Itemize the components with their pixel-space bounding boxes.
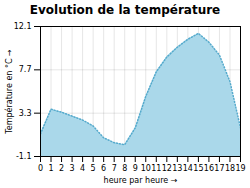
svg-text:15: 15 — [193, 164, 203, 173]
svg-text:Température en °C →: Température en °C → — [4, 49, 14, 135]
svg-text:8: 8 — [122, 164, 127, 173]
svg-text:19: 19 — [235, 164, 245, 173]
svg-text:7: 7 — [112, 164, 117, 173]
svg-text:10: 10 — [141, 164, 151, 173]
svg-text:16: 16 — [204, 164, 214, 173]
svg-text:6: 6 — [101, 164, 106, 173]
svg-text:7.7: 7.7 — [19, 65, 32, 74]
svg-text:heure par heure →: heure par heure → — [104, 176, 178, 185]
svg-text:4: 4 — [80, 164, 85, 173]
svg-text:3: 3 — [70, 164, 75, 173]
svg-text:11: 11 — [151, 164, 161, 173]
svg-text:12.1: 12.1 — [14, 22, 32, 31]
svg-text:17: 17 — [214, 164, 224, 173]
svg-text:5: 5 — [91, 164, 96, 173]
svg-text:14: 14 — [183, 164, 193, 173]
svg-text:3.3: 3.3 — [19, 109, 32, 118]
svg-text:2: 2 — [59, 164, 64, 173]
svg-text:9: 9 — [133, 164, 138, 173]
svg-text:12: 12 — [162, 164, 172, 173]
svg-text:0: 0 — [38, 164, 43, 173]
html-text:Evolution de la température: Evolution de la température — [29, 3, 221, 17]
svg-text:13: 13 — [172, 164, 182, 173]
svg-text:18: 18 — [225, 164, 235, 173]
svg-text:1: 1 — [48, 164, 53, 173]
svg-text:-1.1: -1.1 — [16, 152, 32, 161]
